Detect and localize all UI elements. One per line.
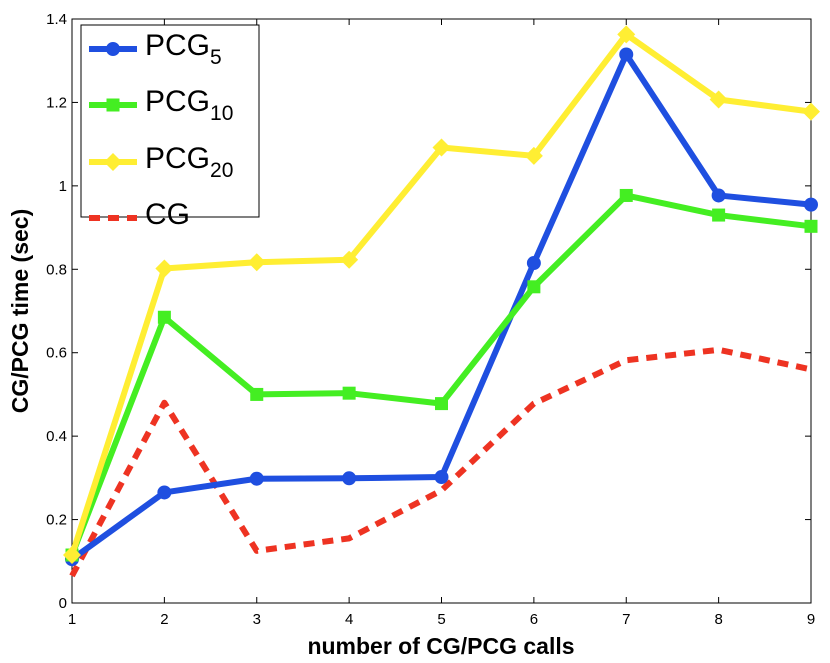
legend-label-pcg5: PCG5: [145, 29, 222, 69]
data-point-pcg20: [617, 25, 636, 44]
x-tick-label: 2: [160, 611, 168, 628]
legend: PCG5 PCG10 PCG20 CG: [80, 24, 260, 231]
series-pcg20: [63, 25, 820, 565]
legend-label-pcg20: PCG20: [145, 142, 233, 182]
x-tick-label: 9: [807, 611, 815, 628]
data-point-pcg10: [712, 208, 726, 222]
y-tick-label: 1.4: [46, 11, 67, 28]
data-point-pcg5: [619, 47, 634, 62]
x-tick-label: 8: [714, 611, 722, 628]
data-point-pcg5: [526, 256, 541, 271]
legend-marker-pcg10: [106, 98, 120, 112]
data-point-pcg5: [249, 471, 264, 486]
data-point-pcg5: [342, 471, 357, 486]
x-tick-label: 6: [530, 611, 538, 628]
data-point-pcg20: [340, 250, 359, 269]
x-tick-label: 7: [622, 611, 630, 628]
series-line-cg: [69, 346, 812, 578]
data-point-pcg10: [342, 386, 356, 400]
legend-label-pcg10: PCG10: [145, 85, 233, 125]
series-layer: [63, 25, 820, 578]
data-point-pcg10: [435, 397, 448, 411]
data-point-pcg10: [157, 310, 171, 324]
legend-marker-pcg20: [104, 153, 122, 171]
data-point-pcg5: [711, 188, 726, 203]
data-point-pcg10: [250, 387, 264, 401]
x-tick-label: 5: [437, 611, 445, 628]
y-tick-label: 0.6: [46, 345, 67, 362]
legend-marker-pcg5: [106, 42, 120, 56]
y-axis: 0 0.2 0.4 0.6 0.8 1 1.2 1.4: [46, 11, 811, 612]
x-tick-label: 1: [68, 611, 76, 628]
y-tick-label: 0.4: [46, 428, 67, 445]
data-point-pcg20: [432, 138, 451, 157]
data-point-pcg5: [804, 197, 818, 212]
series-pcg10: [65, 188, 818, 562]
data-point-pcg10: [804, 219, 818, 233]
series-cg: [69, 346, 812, 578]
y-tick-label: 1.2: [46, 94, 67, 111]
x-axis-title: number of CG/PCG calls: [307, 633, 574, 659]
x-axis: 1 2 3 4 5 6 7 8 9: [68, 19, 815, 628]
data-point-pcg20: [155, 259, 174, 278]
data-point-pcg10: [527, 280, 541, 294]
data-point-pcg20: [247, 253, 266, 272]
series-pcg5: [65, 47, 818, 567]
data-point-pcg20: [802, 102, 820, 121]
x-tick-label: 4: [345, 611, 353, 628]
y-tick-label: 0.8: [46, 261, 67, 278]
y-axis-title: CG/PCG time (sec): [7, 209, 33, 414]
data-point-pcg20: [524, 146, 543, 165]
data-point-pcg5: [157, 485, 172, 500]
y-tick-label: 0: [59, 595, 67, 612]
x-tick-label: 3: [253, 611, 261, 628]
y-tick-label: 0.2: [46, 512, 67, 529]
legend-box: [80, 24, 260, 218]
data-point-pcg5: [434, 470, 449, 485]
data-point-pcg20: [63, 546, 81, 565]
y-tick-label: 1: [59, 178, 67, 195]
data-point-pcg10: [619, 188, 633, 202]
data-point-pcg20: [709, 90, 728, 109]
legend-label-cg: CG: [145, 198, 190, 231]
